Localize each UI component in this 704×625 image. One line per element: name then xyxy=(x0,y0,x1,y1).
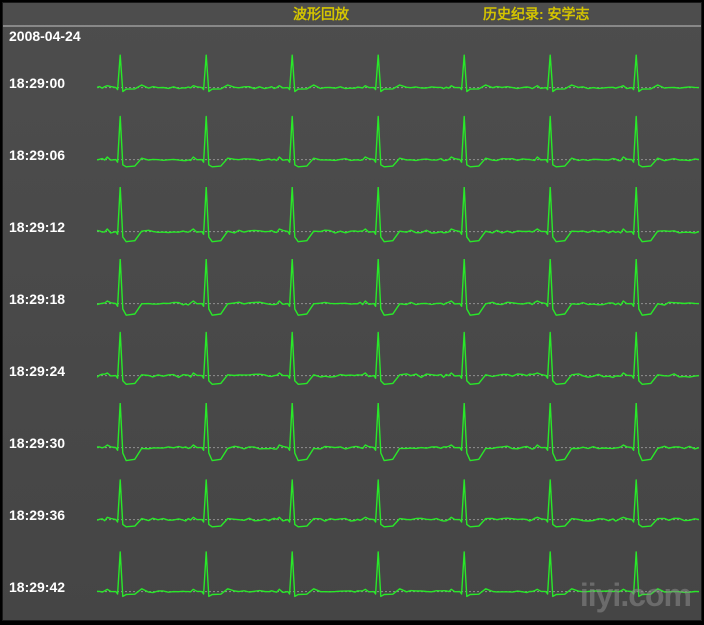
waveform-rows: 18:29:00 18:29:06 18:29:12 18:29:18 18:29:24… xyxy=(3,27,701,620)
app-frame: 波形回放 历史纪录: 安学志 2008-04-24 18:29:0018:29:… xyxy=(2,2,702,621)
waveform-trace xyxy=(97,115,697,187)
waveform-row: 18:29:30 xyxy=(3,403,701,475)
waveform-row: 18:29:12 xyxy=(3,187,701,259)
time-label: 18:29:12 xyxy=(9,219,65,235)
waveform-trace xyxy=(97,187,697,259)
waveform-trace xyxy=(97,43,697,115)
header-record: 历史纪录: 安学志 xyxy=(483,4,590,24)
waveform-trace xyxy=(97,403,697,475)
waveform-row: 18:29:24 xyxy=(3,331,701,403)
waveform-trace xyxy=(97,475,697,547)
time-label: 18:29:36 xyxy=(9,507,65,523)
time-label: 18:29:00 xyxy=(9,75,65,91)
waveform-trace xyxy=(97,259,697,331)
time-label: 18:29:42 xyxy=(9,579,65,595)
waveform-row: 18:29:00 xyxy=(3,43,701,115)
time-label: 18:29:06 xyxy=(9,147,65,163)
time-label: 18:29:18 xyxy=(9,291,65,307)
waveform-row: 18:29:36 xyxy=(3,475,701,547)
header-title: 波形回放 xyxy=(293,4,349,24)
waveform-row: 18:29:06 xyxy=(3,115,701,187)
waveform-trace xyxy=(97,331,697,403)
time-label: 18:29:24 xyxy=(9,363,65,379)
waveform-trace xyxy=(97,547,697,619)
header: 波形回放 历史纪录: 安学志 xyxy=(3,3,701,27)
time-label: 18:29:30 xyxy=(9,435,65,451)
waveform-row: 18:29:42 xyxy=(3,547,701,619)
waveform-row: 18:29:18 xyxy=(3,259,701,331)
